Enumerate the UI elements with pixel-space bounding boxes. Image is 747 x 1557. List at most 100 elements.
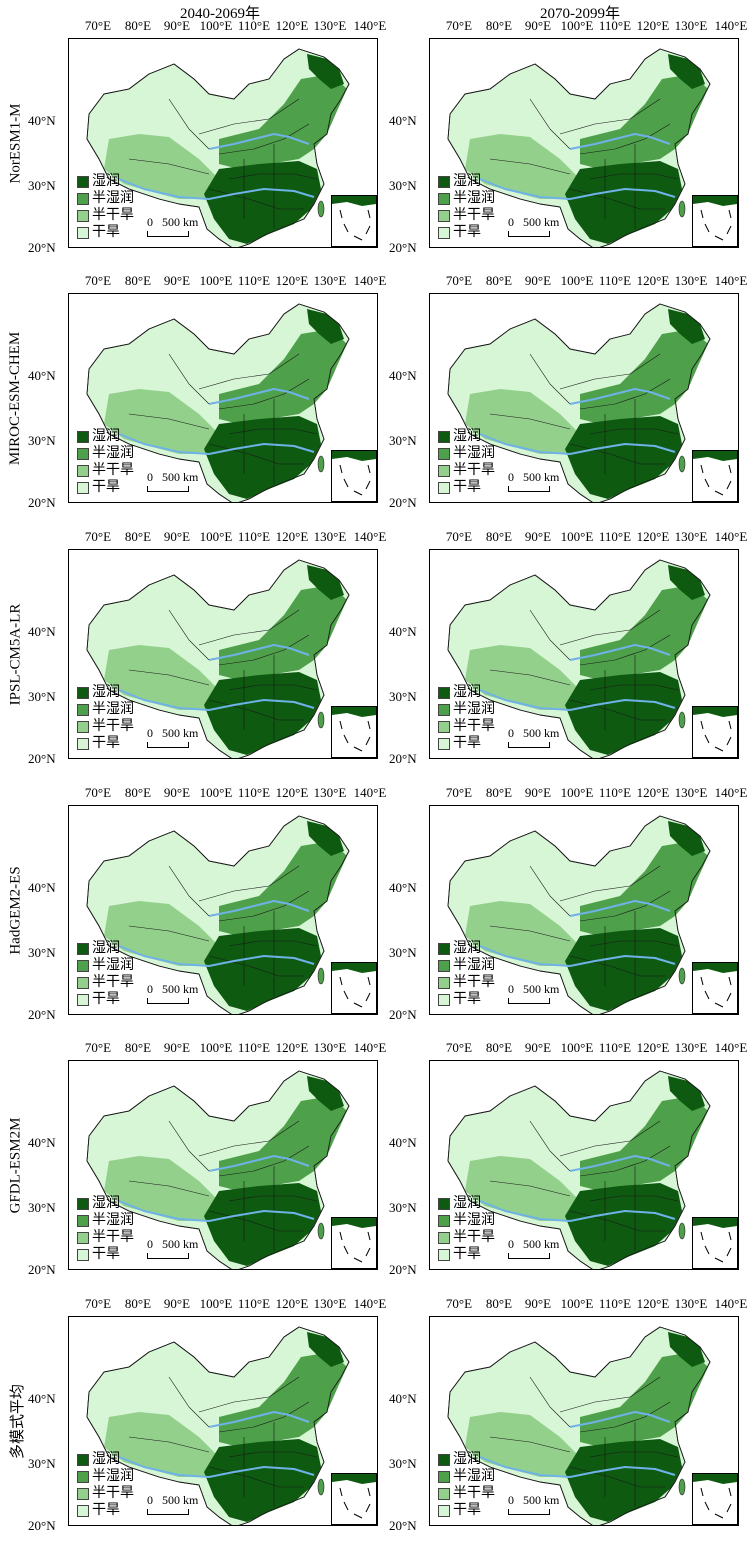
legend-label: 半湿润	[453, 702, 495, 717]
inset-coast	[332, 196, 376, 206]
humid-region-northeast	[307, 1332, 344, 1367]
legend-item: 干旱	[77, 224, 134, 241]
lon-tick-label: 140°E	[353, 785, 387, 800]
lon-tick-label: 80°E	[124, 1296, 152, 1311]
lon-tick-label: 70°E	[445, 18, 473, 33]
legend-item: 半湿润	[77, 1212, 134, 1229]
legend-label: 半湿润	[92, 1469, 134, 1484]
lat-tick-label: 40°N	[28, 880, 56, 895]
national-boundary	[86, 815, 350, 1014]
legend-label: 湿润	[453, 1196, 481, 1211]
legend-item: 半干旱	[77, 974, 134, 991]
province-boundary	[168, 1120, 210, 1172]
scale-label: 0 500 km	[508, 215, 560, 229]
legend-label: 半干旱	[453, 719, 495, 734]
legend-swatch	[77, 1453, 89, 1466]
lon-tick-label: 130°E	[674, 18, 708, 33]
legend-swatch	[438, 1248, 450, 1261]
yangtze-river	[118, 945, 315, 967]
legend: 湿润 半湿润 半干旱 干旱	[77, 173, 134, 241]
legend-label: 湿润	[92, 941, 120, 956]
legend-label: 半干旱	[92, 719, 134, 734]
province-boundary	[198, 353, 300, 390]
south-china-sea-inset	[331, 195, 377, 247]
legend-item: 半湿润	[438, 957, 495, 974]
legend-item: 湿润	[77, 1195, 134, 1212]
yellow-river	[569, 900, 671, 917]
inset-coast	[693, 451, 737, 461]
map-panel: 湿润 半湿润 半干旱 干旱 0 500 km	[68, 1060, 378, 1270]
lat-tick-label: 40°N	[389, 368, 417, 383]
lon-axis: 70°E 80°E 90°E 100°E 110°E 120°E 130°E 140°E	[429, 1040, 747, 1056]
lon-tick-label: 90°E	[163, 273, 191, 288]
lon-tick-label: 140°E	[353, 18, 387, 33]
taiwan-island	[317, 1222, 325, 1240]
legend: 湿润 半湿润 半干旱 干旱	[438, 173, 495, 241]
china-map	[447, 303, 711, 502]
legend-label: 湿润	[92, 1196, 120, 1211]
inset-map	[332, 707, 376, 752]
semi-arid-region	[104, 1156, 219, 1221]
province-boundary	[128, 669, 210, 686]
legend-swatch	[438, 942, 450, 955]
lon-tick-label: 130°E	[674, 1040, 708, 1055]
semi-humid-region	[219, 74, 347, 169]
province-boundary	[529, 1120, 571, 1172]
national-boundary	[86, 559, 350, 758]
south-china-sea-inset	[692, 706, 738, 758]
legend-label: 干旱	[92, 1247, 120, 1262]
legend-swatch	[438, 1214, 450, 1227]
lat-tick-label: 30°N	[28, 689, 56, 704]
legend-swatch	[438, 1470, 450, 1483]
legend-swatch	[77, 192, 89, 205]
scale-bar-line	[147, 742, 189, 748]
yellow-river	[208, 1411, 310, 1428]
lon-tick-label: 140°E	[714, 529, 747, 544]
lon-tick-label: 140°E	[353, 529, 387, 544]
legend-item: 干旱	[77, 991, 134, 1008]
humid-region-northeast	[307, 54, 344, 89]
national-boundary	[447, 303, 711, 502]
lon-tick-label: 90°E	[163, 1296, 191, 1311]
model-name: MIROC-ESM-CHEM	[7, 331, 24, 465]
china-map	[86, 303, 350, 502]
national-boundary	[447, 1070, 711, 1269]
lon-tick-label: 120°E	[636, 273, 670, 288]
scale-label: 0 500 km	[508, 1493, 560, 1507]
legend-swatch	[77, 481, 89, 494]
lon-tick-label: 90°E	[524, 529, 552, 544]
province-boundary	[128, 158, 210, 175]
national-boundary	[86, 1326, 350, 1525]
humid-region	[565, 416, 682, 499]
humid-region	[204, 1439, 321, 1522]
legend-swatch	[77, 1487, 89, 1500]
lon-tick-label: 140°E	[714, 1040, 747, 1055]
province-boundary	[218, 1401, 310, 1433]
yellow-river	[569, 1155, 671, 1172]
legend-item: 半干旱	[438, 974, 495, 991]
legend-item: 干旱	[77, 735, 134, 752]
inset-map	[693, 1474, 737, 1519]
scale-bar: 0 500 km	[508, 470, 559, 492]
legend-item: 半湿润	[77, 190, 134, 207]
lon-axis: 70°E 80°E 90°E 100°E 110°E 120°E 130°E 140°E	[68, 273, 398, 289]
lon-tick-label: 100°E	[199, 529, 233, 544]
province-boundary	[218, 634, 310, 666]
humid-region	[204, 416, 321, 499]
legend-item: 湿润	[438, 940, 495, 957]
lon-tick-label: 130°E	[674, 785, 708, 800]
taiwan-island	[317, 200, 325, 218]
yangtze-river	[118, 689, 315, 711]
lon-tick-label: 90°E	[163, 785, 191, 800]
humid-region	[565, 1183, 682, 1266]
inset-coast	[693, 707, 737, 717]
scale-label: 0 500 km	[147, 470, 199, 484]
south-china-sea-inset	[331, 1217, 377, 1269]
lon-tick-label: 70°E	[84, 1296, 112, 1311]
legend-item: 干旱	[438, 1246, 495, 1263]
lon-axis: 70°E 80°E 90°E 100°E 110°E 120°E 130°E 140°E	[68, 529, 398, 545]
legend-label: 半干旱	[92, 1486, 134, 1501]
humid-region	[565, 672, 682, 755]
lon-axis: 70°E 80°E 90°E 100°E 110°E 120°E 130°E 140°E	[68, 1040, 398, 1056]
province-boundary	[168, 609, 210, 661]
